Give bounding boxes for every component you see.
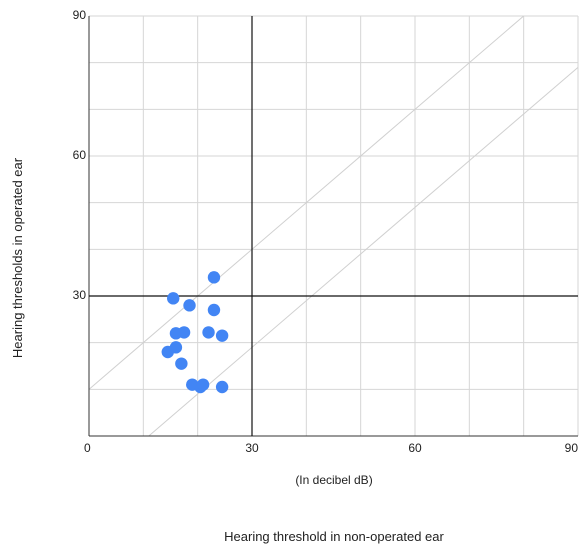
data-point (183, 299, 196, 312)
data-point (175, 357, 188, 370)
data-point (215, 329, 229, 342)
diagonal-line (88, 15, 524, 390)
grid-lines (89, 15, 579, 436)
y-tick-label: 90 (73, 8, 87, 22)
axes (88, 16, 578, 437)
diagonal-reference-lines (88, 15, 579, 437)
y-tick-label: 60 (73, 148, 87, 162)
data-point (177, 326, 191, 339)
data-point (207, 303, 221, 317)
data-points (161, 271, 229, 394)
x-axis-label: Hearing threshold in non-operated ear (224, 529, 444, 544)
x-unit-note: (In decibel dB) (295, 473, 372, 487)
y-tick-label: 30 (73, 288, 87, 302)
data-point (207, 271, 221, 284)
x-tick-label: 30 (245, 441, 259, 455)
data-point (202, 326, 215, 339)
x-tick-label: 0 (84, 441, 91, 455)
data-point (169, 341, 183, 354)
data-point (167, 292, 180, 305)
data-point (196, 378, 210, 391)
y-axis-label: Hearing thresholds in operated ear (10, 157, 25, 358)
diagonal-line (148, 66, 579, 437)
threshold-reference-lines (89, 16, 578, 436)
x-tick-label: 90 (565, 441, 579, 455)
x-tick-label: 60 (408, 441, 422, 455)
data-point (215, 380, 229, 394)
tick-labels: 0 30 60 90 30 60 90 (73, 8, 579, 455)
